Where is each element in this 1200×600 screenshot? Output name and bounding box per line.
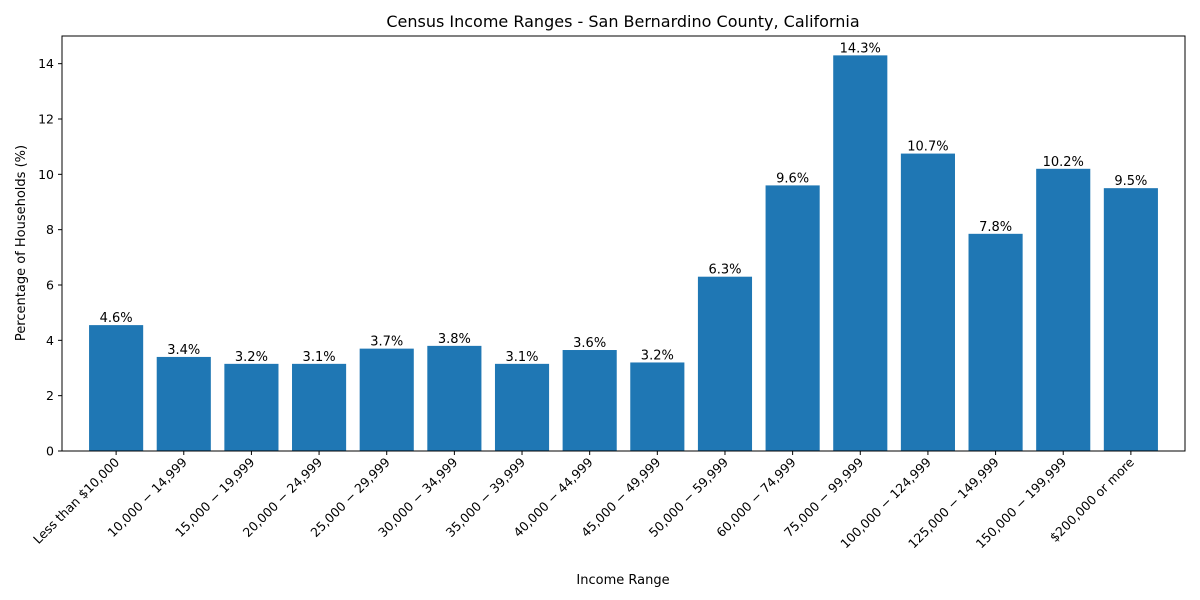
bars-layer bbox=[89, 55, 1158, 452]
plot-frame bbox=[61, 35, 1186, 452]
data-label: 3.1% bbox=[303, 350, 336, 365]
bar bbox=[359, 348, 414, 451]
data-label: 3.1% bbox=[506, 350, 539, 365]
bar bbox=[765, 185, 820, 451]
y-tick-label: 6 bbox=[46, 278, 54, 293]
data-label: 10.2% bbox=[1043, 155, 1084, 170]
y-tick-label: 2 bbox=[46, 388, 54, 403]
bar bbox=[89, 325, 144, 451]
data-label: 3.8% bbox=[438, 332, 471, 347]
bar bbox=[1036, 168, 1091, 452]
bar bbox=[630, 362, 685, 451]
bar bbox=[156, 356, 211, 451]
bar bbox=[224, 363, 279, 451]
data-label: 3.4% bbox=[167, 343, 200, 358]
y-tick-label: 14 bbox=[38, 56, 54, 71]
data-label: 9.5% bbox=[1114, 174, 1147, 189]
y-axis-ticks: 0 2 4 6 8 10 12 14 bbox=[38, 56, 62, 459]
data-label: 14.3% bbox=[840, 41, 881, 56]
data-label: 4.6% bbox=[100, 311, 133, 326]
y-tick-label: 12 bbox=[38, 112, 54, 127]
data-label: 10.7% bbox=[907, 140, 948, 155]
bar bbox=[494, 363, 550, 451]
y-tick-label: 4 bbox=[46, 333, 54, 348]
y-tick-label: 8 bbox=[46, 222, 54, 237]
bar bbox=[900, 153, 955, 452]
data-label: 3.6% bbox=[573, 336, 606, 351]
bar bbox=[1103, 188, 1158, 451]
x-axis-label: Income Range bbox=[576, 573, 669, 588]
bar bbox=[562, 350, 617, 451]
bar bbox=[292, 363, 347, 451]
data-label: 6.3% bbox=[708, 263, 741, 278]
data-label: 3.2% bbox=[235, 350, 268, 365]
bar bbox=[833, 55, 888, 451]
data-label: 3.2% bbox=[641, 348, 674, 363]
y-tick-label: 10 bbox=[38, 167, 54, 182]
data-labels-layer: 4.6% 3.4% 3.2% 3.1% 3.7% 3.8% 3.1% 3.6% 3.2% 6.3%… bbox=[100, 41, 1148, 364]
data-label: 9.6% bbox=[776, 171, 809, 186]
data-label: 7.8% bbox=[979, 220, 1012, 235]
y-axis-label: Percentage of Households (%) bbox=[14, 145, 29, 341]
bar bbox=[968, 233, 1023, 451]
chart-title: Census Income Ranges - San Bernardino Co… bbox=[386, 12, 859, 31]
bar bbox=[697, 276, 753, 451]
bar bbox=[427, 345, 482, 451]
data-label: 3.7% bbox=[370, 335, 403, 350]
y-tick-label: 0 bbox=[46, 444, 54, 459]
